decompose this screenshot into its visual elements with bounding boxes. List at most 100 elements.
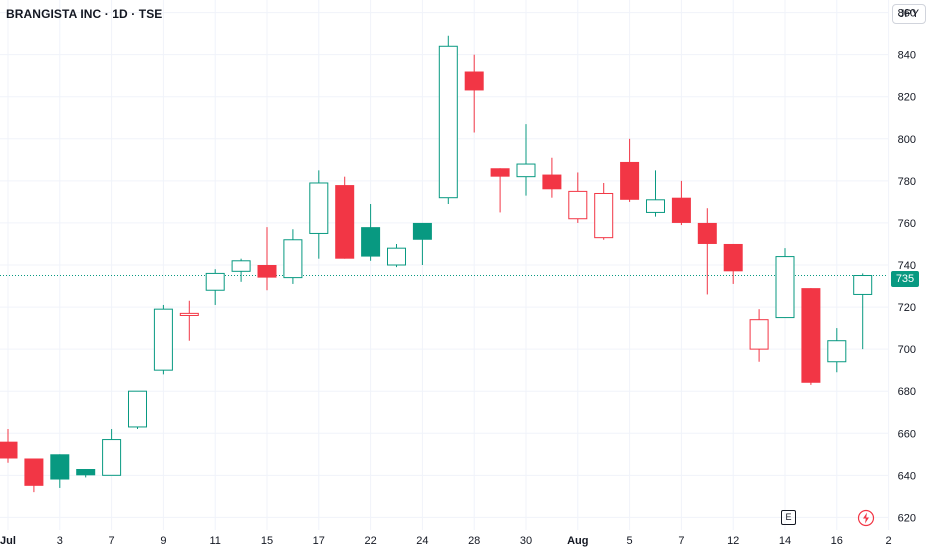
candle-body bbox=[102, 439, 122, 476]
y-tick-label: 760 bbox=[898, 218, 916, 230]
y-tick-label: 680 bbox=[898, 386, 916, 398]
candle[interactable] bbox=[153, 304, 173, 375]
candle[interactable] bbox=[490, 168, 510, 213]
price-axis[interactable]: 620 640 660 680 700 720 740 760 780 800 820 840 860 bbox=[898, 8, 916, 525]
candle-body bbox=[490, 168, 510, 177]
candle-body bbox=[0, 441, 18, 459]
candle-body bbox=[438, 45, 458, 199]
x-tick-label: 28 bbox=[468, 535, 480, 547]
candle[interactable] bbox=[827, 328, 847, 373]
symbol-title[interactable]: BRANGISTA INC · 1D · TSE bbox=[6, 7, 163, 21]
x-tick-label: 7 bbox=[678, 535, 684, 547]
candle[interactable] bbox=[412, 222, 432, 265]
candle[interactable] bbox=[723, 243, 743, 284]
candle[interactable] bbox=[775, 248, 795, 319]
candle[interactable] bbox=[568, 172, 588, 223]
x-tick-label: 14 bbox=[779, 535, 791, 547]
candle-body bbox=[464, 71, 484, 91]
x-tick-label: 9 bbox=[160, 535, 166, 547]
candle-body bbox=[723, 243, 743, 272]
candle-body bbox=[387, 247, 406, 266]
x-tick-label: 12 bbox=[727, 535, 739, 547]
candle-body bbox=[76, 469, 96, 476]
candle[interactable] bbox=[0, 429, 18, 463]
candle[interactable] bbox=[335, 176, 355, 259]
candle-body bbox=[801, 288, 821, 383]
currency-label[interactable]: JPY bbox=[892, 4, 926, 24]
y-tick-label: 820 bbox=[898, 92, 916, 104]
candle[interactable] bbox=[801, 288, 821, 385]
y-tick-label: 740 bbox=[898, 260, 916, 272]
y-tick-label: 720 bbox=[898, 302, 916, 314]
candle[interactable] bbox=[102, 429, 122, 476]
candle[interactable] bbox=[387, 243, 406, 268]
candle-body bbox=[412, 222, 432, 240]
candle[interactable] bbox=[257, 227, 277, 291]
x-tick-label: 22 bbox=[364, 535, 376, 547]
candle-body bbox=[646, 199, 665, 213]
x-tick-label: 16 bbox=[831, 535, 843, 547]
candle[interactable] bbox=[179, 300, 199, 341]
candle-body bbox=[827, 340, 847, 363]
candle-body bbox=[257, 265, 277, 278]
candle[interactable] bbox=[24, 458, 44, 493]
candle[interactable] bbox=[283, 229, 303, 284]
candle-body bbox=[542, 174, 562, 190]
candle[interactable] bbox=[76, 469, 96, 478]
x-tick-label: 5 bbox=[627, 535, 633, 547]
x-tick-label: Jul bbox=[0, 535, 16, 547]
last-price-tag: 735 bbox=[891, 271, 919, 287]
candle-body bbox=[749, 319, 769, 350]
x-tick-label: Aug bbox=[567, 535, 588, 547]
x-tick-label: 3 bbox=[57, 535, 63, 547]
candle[interactable] bbox=[464, 54, 484, 133]
x-tick-label: 30 bbox=[520, 535, 532, 547]
candle-body bbox=[594, 192, 614, 239]
candle[interactable] bbox=[438, 35, 458, 205]
x-tick-label: 17 bbox=[313, 535, 325, 547]
candle-body bbox=[205, 272, 225, 291]
candle-body bbox=[50, 454, 70, 480]
x-tick-label: 7 bbox=[109, 535, 115, 547]
x-tick-label: 11 bbox=[209, 535, 220, 547]
candle[interactable] bbox=[309, 170, 329, 259]
candle-body bbox=[335, 185, 355, 259]
time-axis[interactable]: Jul 3 7 9 11 15 17 22 24 28 30 Aug 5 7 12 14 16 2 bbox=[0, 535, 892, 547]
candle[interactable] bbox=[128, 390, 147, 430]
candle-body bbox=[179, 312, 199, 316]
candle-body bbox=[853, 275, 873, 295]
candle-body bbox=[24, 458, 44, 486]
y-tick-label: 780 bbox=[898, 176, 916, 188]
candle-body bbox=[568, 190, 588, 220]
x-tick-label: 24 bbox=[416, 535, 428, 547]
candle[interactable] bbox=[749, 309, 769, 362]
candles[interactable] bbox=[0, 35, 873, 493]
candle-body bbox=[231, 260, 251, 272]
candle[interactable] bbox=[697, 208, 717, 295]
x-tick-label: 15 bbox=[261, 535, 273, 547]
candle[interactable] bbox=[542, 157, 562, 198]
candle[interactable] bbox=[620, 138, 640, 202]
lightning-icon[interactable] bbox=[857, 509, 875, 527]
earnings-event-marker[interactable]: E bbox=[781, 510, 796, 525]
candle[interactable] bbox=[231, 258, 251, 282]
candle-body bbox=[516, 163, 536, 178]
candle[interactable] bbox=[646, 170, 665, 217]
candle-body bbox=[775, 256, 795, 319]
candle-body bbox=[697, 222, 717, 244]
y-tick-label: 660 bbox=[898, 428, 916, 440]
candle-body bbox=[309, 182, 329, 234]
candle[interactable] bbox=[671, 180, 691, 226]
candle-body bbox=[671, 197, 691, 223]
candle[interactable] bbox=[516, 124, 536, 196]
candle[interactable] bbox=[361, 204, 381, 261]
candle[interactable] bbox=[853, 273, 873, 350]
candle[interactable] bbox=[205, 269, 225, 305]
y-tick-label: 860 bbox=[898, 8, 916, 20]
y-tick-label: 800 bbox=[898, 134, 916, 146]
candle[interactable] bbox=[50, 454, 70, 488]
candle-body bbox=[361, 227, 381, 257]
y-tick-label: 840 bbox=[898, 50, 916, 62]
candle[interactable] bbox=[594, 182, 614, 240]
